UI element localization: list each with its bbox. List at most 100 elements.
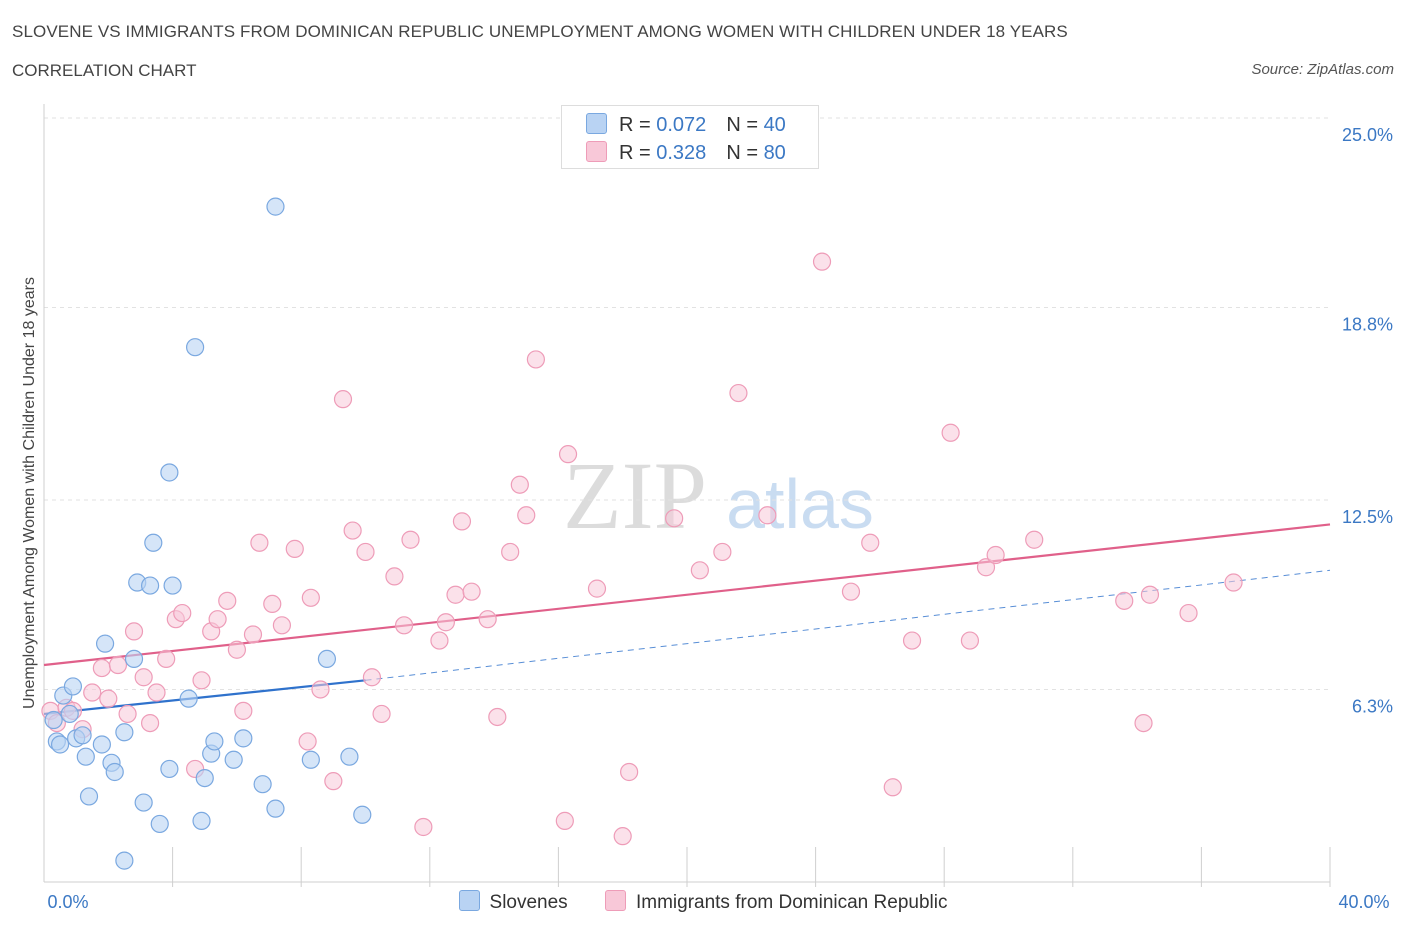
point-slovenes-32 — [234, 729, 253, 748]
point-slovenes-37 — [317, 649, 337, 669]
point-slovenes-19 — [140, 576, 160, 595]
point-dominican-9 — [118, 704, 137, 724]
point-dominican-72 — [1025, 530, 1044, 549]
point-dominican-23 — [234, 701, 253, 720]
dominican-n-value: 80 — [763, 142, 786, 164]
point-slovenes-9 — [79, 787, 99, 806]
chart-title: SLOVENE VS IMMIGRANTS FROM DOMINICAN REP… — [12, 22, 1068, 41]
point-dominican-48 — [488, 707, 507, 727]
point-dominican-73 — [1115, 591, 1134, 610]
point-slovenes-13 — [105, 762, 124, 782]
point-dominican-61 — [729, 383, 748, 403]
point-dominican-42 — [430, 631, 449, 650]
point-dominican-13 — [147, 683, 166, 702]
point-dominican-28 — [285, 539, 304, 558]
point-slovenes-14 — [115, 851, 134, 870]
point-dominican-45 — [452, 512, 472, 531]
point-dominican-65 — [861, 533, 880, 552]
point-dominican-64 — [841, 582, 861, 601]
point-slovenes-21 — [150, 814, 169, 834]
y-tick-label-0: 6.3% — [1352, 696, 1393, 716]
point-dominican-49 — [501, 542, 520, 562]
legend-swatch-dominican — [604, 890, 626, 911]
series-dominican-points — [41, 252, 1243, 846]
x-tick-label-1: 40.0% — [1338, 892, 1389, 912]
point-dominican-44 — [446, 585, 465, 604]
point-slovenes-35 — [266, 197, 285, 216]
point-dominican-37 — [372, 704, 391, 724]
legend-label-dominican: Immigrants from Dominican Republic — [635, 892, 948, 913]
trendline-slovenes-extension — [365, 569, 1331, 681]
bottom-legend: Slovenes Immigrants from Dominican Repub… — [0, 890, 1406, 914]
point-dominican-27 — [272, 616, 292, 635]
point-dominican-53 — [555, 811, 574, 830]
point-dominican-74 — [1134, 713, 1153, 733]
point-slovenes-28 — [195, 768, 214, 788]
point-slovenes-34 — [266, 799, 285, 818]
point-dominican-38 — [385, 567, 404, 586]
series-slovenes-points — [44, 197, 372, 870]
axes-layer — [43, 104, 1331, 887]
point-dominican-8 — [108, 655, 128, 675]
dominican-r-value: 0.328 — [656, 142, 707, 164]
legend-label-slovenes: Slovenes — [489, 892, 568, 913]
point-dominican-11 — [134, 668, 153, 687]
watermark: ZIP atlas — [563, 442, 874, 549]
point-dominican-32 — [324, 772, 343, 791]
point-slovenes-23 — [160, 759, 179, 779]
point-dominican-24 — [243, 625, 263, 644]
grid-layer — [44, 117, 1330, 690]
source-label: Source: ZipAtlas.com — [1251, 61, 1394, 78]
point-dominican-58 — [665, 509, 684, 528]
point-dominican-60 — [713, 542, 732, 562]
point-dominican-76 — [1179, 603, 1198, 623]
point-slovenes-18 — [134, 793, 153, 812]
point-slovenes-8 — [76, 747, 95, 766]
point-dominican-69 — [960, 631, 980, 650]
point-slovenes-22 — [160, 463, 179, 482]
point-dominican-35 — [356, 542, 375, 562]
point-slovenes-16 — [124, 649, 144, 669]
x-tick-label-0: 0.0% — [47, 892, 88, 912]
point-slovenes-25 — [179, 689, 198, 708]
point-dominican-26 — [263, 594, 282, 614]
point-slovenes-5 — [63, 677, 83, 696]
point-slovenes-0 — [44, 710, 63, 730]
slovenes-n-value: 40 — [763, 114, 786, 136]
tick-labels-layer: 6.3% 12.5% 18.8% 25.0% 0.0% 40.0% — [47, 125, 1393, 912]
legend-item-dominican[interactable]: Immigrants from Dominican Republic — [604, 890, 948, 914]
point-slovenes-2 — [50, 735, 70, 754]
point-dominican-16 — [173, 603, 192, 623]
point-dominican-71 — [986, 545, 1005, 565]
slovenes-swatch — [586, 113, 607, 134]
point-dominican-20 — [208, 610, 227, 629]
point-dominican-70 — [976, 558, 996, 577]
point-dominican-18 — [192, 671, 211, 690]
point-dominican-12 — [140, 713, 160, 733]
point-dominican-33 — [333, 390, 353, 409]
legend-item-slovenes[interactable]: Slovenes — [458, 890, 568, 914]
point-dominican-46 — [462, 582, 481, 601]
point-slovenes-39 — [353, 805, 372, 824]
point-slovenes-27 — [192, 811, 211, 830]
point-slovenes-36 — [301, 750, 320, 769]
point-dominican-31 — [311, 680, 330, 699]
point-slovenes-30 — [205, 732, 224, 751]
y-tick-label-1: 12.5% — [1342, 507, 1393, 527]
point-slovenes-11 — [95, 634, 115, 653]
point-dominican-6 — [92, 658, 111, 678]
point-dominican-14 — [157, 649, 176, 669]
point-dominican-47 — [478, 610, 497, 629]
point-dominican-52 — [526, 350, 545, 369]
point-dominican-57 — [620, 762, 639, 782]
point-dominican-54 — [558, 445, 578, 464]
chart-subtitle: CORRELATION CHART — [12, 61, 197, 80]
point-slovenes-4 — [60, 704, 79, 724]
point-dominican-36 — [362, 668, 382, 687]
point-dominican-34 — [343, 521, 362, 540]
point-dominican-75 — [1140, 585, 1160, 604]
legend-swatch-slovenes — [458, 890, 480, 911]
point-dominican-22 — [227, 640, 246, 659]
point-dominican-40 — [401, 530, 420, 549]
